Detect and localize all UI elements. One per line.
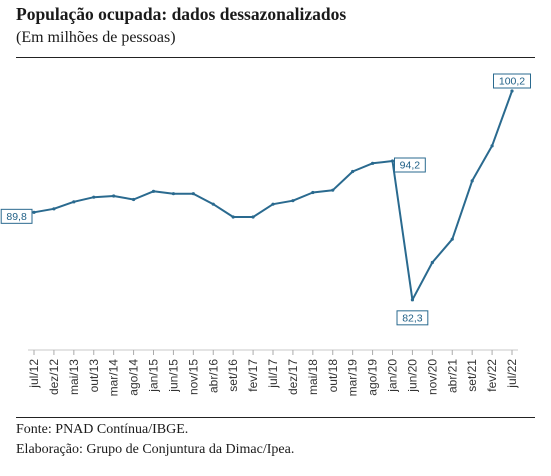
x-tick-label: abr/21 [445,359,459,393]
data-point [470,179,474,183]
data-point [191,192,195,196]
x-tick-label: ago/19 [366,359,380,396]
x-tick-label: nov/15 [186,359,200,395]
data-point [72,200,76,204]
x-tick-label: out/18 [326,359,340,393]
data-label-box [0,208,33,224]
x-tick-label: fev/22 [485,359,499,392]
top-divider [16,57,535,58]
data-point [490,144,494,148]
x-tick-label: fev/17 [246,359,260,392]
x-tick-label: jul/12 [27,359,41,389]
series-line [33,90,513,301]
data-label: 100,2 [499,76,525,88]
data-point [231,215,235,219]
chart-title: População ocupada: dados dessazonalizado… [16,4,347,24]
x-tick-label: abr/16 [206,359,220,393]
data-point [112,194,116,198]
x-tick-label: ago/14 [127,359,141,396]
data-point [351,169,355,174]
data-point [151,189,156,193]
data-point [331,188,335,192]
x-tick-label: dez/12 [47,359,61,395]
x-tick-label: mai/18 [306,359,320,395]
x-tick-label: jul/22 [505,359,519,389]
data-point [271,202,275,206]
data-point [211,202,215,206]
x-tick-label: jul/17 [266,359,280,389]
x-tick-label: out/13 [87,359,101,393]
bottom-divider [16,417,535,418]
data-label: 89,8 [6,211,27,223]
data-point [370,161,375,165]
x-tick-label: jan/15 [147,359,161,393]
data-label: 94,2 [400,160,421,172]
data-point [251,215,255,219]
x-tick-label: jun/20 [405,359,419,393]
data-label: 82,3 [402,312,423,324]
data-label-box [396,310,429,326]
x-tick-label: jun/15 [166,359,180,393]
data-label-box [493,73,531,89]
x-tick-label: mai/13 [67,359,81,395]
x-tick-label: set/21 [465,359,479,392]
data-point [510,89,514,93]
x-tick-label: nov/20 [425,359,439,395]
data-point [32,210,36,214]
x-tick-label: mar/14 [107,359,121,397]
data-point [52,207,56,211]
data-point [92,195,96,199]
data-point [171,192,176,196]
data-point [450,237,454,241]
x-tick-label: mar/19 [346,359,360,397]
data-point [311,190,315,195]
chart-subtitle: (Em milhões de pessoas) [16,29,176,46]
credit-note: Elaboração: Grupo de Conjuntura da Dimac… [16,442,295,457]
x-tick-label: dez/17 [286,359,300,395]
data-point [390,159,395,163]
data-point [131,197,136,202]
x-tick-label: jan/20 [386,359,400,393]
x-tick-label: set/16 [226,359,240,392]
data-point [291,199,295,203]
data-label-box [394,157,426,173]
source-note: Fonte: PNAD Contínua/IBGE. [16,422,189,437]
data-point [410,298,415,302]
data-point [430,260,434,265]
